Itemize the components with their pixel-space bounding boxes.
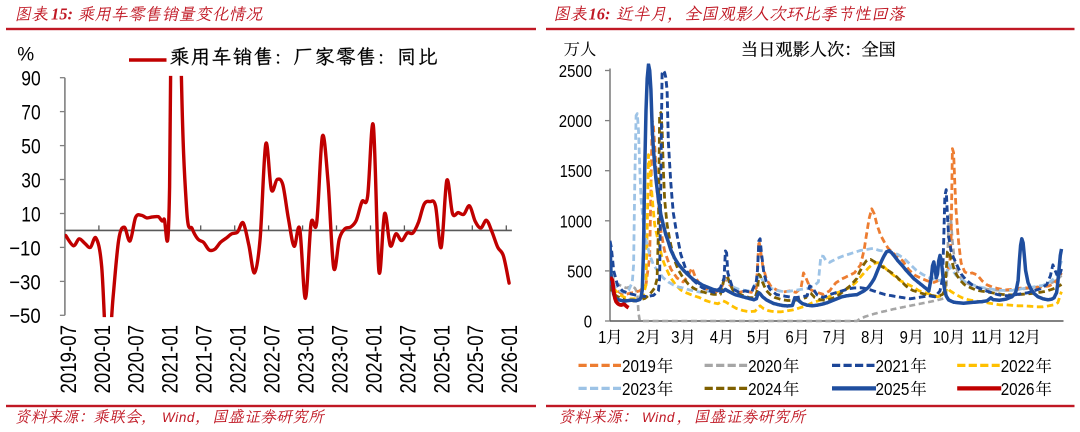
- svg-text:50: 50: [21, 135, 41, 159]
- svg-text:15:: 15:: [51, 5, 73, 24]
- svg-text:2022: 2022: [1001, 356, 1035, 376]
- svg-text:2024-01: 2024-01: [361, 325, 386, 394]
- svg-text:2024: 2024: [748, 379, 782, 399]
- svg-text:2020: 2020: [748, 356, 782, 376]
- svg-text:1000: 1000: [560, 211, 592, 231]
- svg-text:1: 1: [598, 327, 606, 347]
- svg-text:2026: 2026: [1001, 379, 1035, 399]
- svg-text:−50: −50: [9, 304, 41, 328]
- svg-text:2022-07: 2022-07: [260, 325, 285, 394]
- svg-text:1500: 1500: [560, 161, 592, 181]
- svg-text:7: 7: [823, 327, 831, 347]
- svg-text:2000: 2000: [559, 111, 592, 131]
- svg-text:5: 5: [747, 327, 755, 347]
- svg-text:4: 4: [710, 327, 718, 347]
- svg-text:2: 2: [637, 327, 645, 347]
- svg-text:−10: −10: [9, 236, 41, 260]
- svg-text:2020-07: 2020-07: [124, 325, 149, 394]
- svg-text:2020-01: 2020-01: [90, 325, 115, 394]
- svg-text:%: %: [17, 45, 34, 66]
- svg-text:Wind: Wind: [642, 410, 675, 425]
- svg-text:9: 9: [900, 327, 908, 347]
- svg-text:2025-07: 2025-07: [463, 325, 488, 394]
- svg-text:2500: 2500: [559, 61, 592, 81]
- svg-text:2023: 2023: [622, 379, 656, 399]
- svg-text:30: 30: [21, 168, 41, 192]
- svg-text:10: 10: [933, 327, 950, 347]
- svg-text:2022-01: 2022-01: [226, 325, 251, 394]
- svg-text:6: 6: [786, 327, 794, 347]
- svg-text:500: 500: [567, 261, 592, 281]
- svg-text:Wind: Wind: [162, 410, 195, 425]
- svg-text:2025-01: 2025-01: [429, 325, 454, 394]
- svg-text:2026-01: 2026-01: [497, 325, 522, 394]
- svg-text:11: 11: [971, 327, 987, 347]
- svg-text:2025: 2025: [876, 379, 910, 399]
- svg-text:90: 90: [21, 67, 41, 91]
- svg-text:2021-07: 2021-07: [192, 325, 217, 394]
- svg-text:16:: 16:: [589, 5, 611, 24]
- svg-text:2023-07: 2023-07: [327, 325, 352, 394]
- svg-text:2021-01: 2021-01: [158, 325, 183, 394]
- svg-text:2019-07: 2019-07: [56, 325, 81, 394]
- svg-text:0: 0: [584, 312, 592, 332]
- svg-text:12: 12: [1008, 327, 1024, 347]
- svg-text:2023-01: 2023-01: [294, 325, 319, 394]
- svg-text:8: 8: [861, 327, 869, 347]
- svg-text:−30: −30: [9, 270, 41, 294]
- svg-text:3: 3: [671, 327, 679, 347]
- svg-text:10: 10: [21, 202, 41, 226]
- svg-text:2024-07: 2024-07: [395, 325, 420, 394]
- svg-text:70: 70: [21, 101, 41, 125]
- svg-text:2021: 2021: [876, 356, 910, 376]
- svg-text:2019: 2019: [622, 356, 656, 376]
